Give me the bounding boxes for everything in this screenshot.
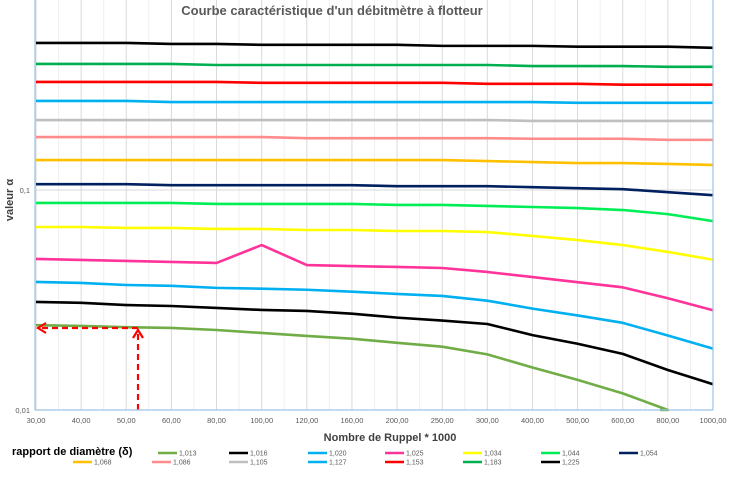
legend-label: 1,127 xyxy=(329,460,347,467)
legend-item: 1,016 xyxy=(229,451,268,458)
series-line xyxy=(36,118,713,123)
x-tick-label: 60,00 xyxy=(162,416,181,425)
series-line xyxy=(36,99,713,105)
x-tick-label: 300,00 xyxy=(476,416,499,425)
y-axis-ticks: 0,01 0,1 xyxy=(15,186,30,415)
legend-label: 1,105 xyxy=(250,460,268,467)
series-line xyxy=(36,62,713,69)
x-axis-title: Nombre de Ruppel * 1000 xyxy=(324,432,457,444)
chart-series xyxy=(35,41,714,412)
legend-item: 1,044 xyxy=(541,451,580,458)
legend-label: 1,020 xyxy=(329,451,347,458)
series-line xyxy=(35,243,714,312)
series-line xyxy=(35,300,714,386)
legend-item: 1,025 xyxy=(385,451,424,458)
legend-item: 1,183 xyxy=(463,460,502,467)
legend-item: 1,013 xyxy=(158,451,197,458)
legend-item: 1,127 xyxy=(308,460,347,467)
legend-title: rapport de diamètre (δ) xyxy=(12,446,133,458)
series-line xyxy=(36,225,714,262)
series-line xyxy=(36,41,714,50)
y-axis-title: valeur α xyxy=(4,179,16,221)
legend-label: 1,086 xyxy=(173,460,191,467)
series-line xyxy=(36,182,714,197)
legend-item: 1,086 xyxy=(152,460,191,467)
series-line xyxy=(36,201,714,223)
series-line xyxy=(35,323,670,412)
x-tick-label: 600,00 xyxy=(611,416,634,425)
x-tick-label: 160,00 xyxy=(340,416,363,425)
x-tick-label: 120,00 xyxy=(295,416,318,425)
x-tick-label: 80,00 xyxy=(207,416,226,425)
legend: rapport de diamètre (δ) 1,013 1,016 1,020 1… xyxy=(12,446,658,467)
reading-annotation xyxy=(35,322,144,410)
legend-item: 1,105 xyxy=(229,460,268,467)
series-line xyxy=(36,135,713,142)
series-line xyxy=(36,80,713,87)
legend-label: 1,044 xyxy=(562,451,580,458)
legend-item: 1,225 xyxy=(541,460,580,467)
chart-axes xyxy=(34,0,714,411)
legend-label: 1,183 xyxy=(484,460,502,467)
x-tick-label: 500,00 xyxy=(566,416,589,425)
legend-item: 1,054 xyxy=(619,451,658,458)
legend-label: 1,013 xyxy=(179,451,197,458)
x-axis-ticks: 30,00 40,00 50,00 60,00 80,00 100,00 120,00 160… xyxy=(27,416,727,425)
x-tick-label: 40,00 xyxy=(72,416,91,425)
legend-label: 1,025 xyxy=(406,451,424,458)
legend-label: 1,016 xyxy=(250,451,268,458)
legend-label: 1,225 xyxy=(562,460,580,467)
y-tick-label: 0,01 xyxy=(15,406,30,415)
x-tick-label: 800,00 xyxy=(656,416,679,425)
legend-label: 1,034 xyxy=(484,451,502,458)
legend-item: 1,153 xyxy=(385,460,424,467)
series-line xyxy=(35,280,714,350)
x-tick-label: 250,00 xyxy=(431,416,454,425)
x-tick-label: 200,00 xyxy=(386,416,409,425)
legend-label: 1,054 xyxy=(640,451,658,458)
x-tick-label: 30,00 xyxy=(27,416,46,425)
y-tick-label: 0,1 xyxy=(20,186,30,195)
x-tick-label: 400,00 xyxy=(521,416,544,425)
chart-title: Courbe caractéristique d'un débitmètre à… xyxy=(181,3,482,18)
legend-label: 1,153 xyxy=(406,460,424,467)
legend-item: 1,068 xyxy=(73,460,112,467)
x-tick-label: 1000,00 xyxy=(699,416,726,425)
x-tick-label: 50,00 xyxy=(117,416,136,425)
legend-label: 1,068 xyxy=(94,460,112,467)
x-tick-label: 100,00 xyxy=(250,416,273,425)
legend-item: 1,034 xyxy=(463,451,502,458)
legend-item: 1,020 xyxy=(308,451,347,458)
series-line xyxy=(36,158,714,167)
